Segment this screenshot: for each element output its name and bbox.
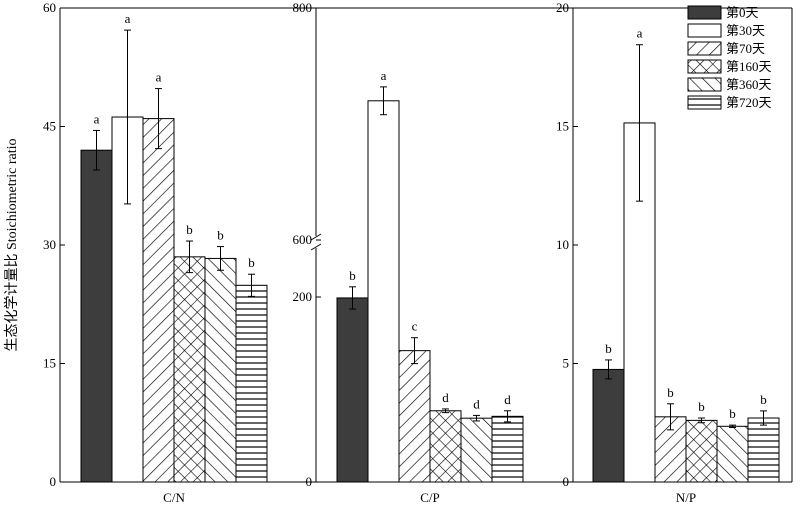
panel-c-p: bacddd0200600800C/P <box>293 0 524 505</box>
y-tick-label: 15 <box>556 119 569 134</box>
significance-letter: d <box>504 392 511 407</box>
significance-letter: b <box>698 399 705 414</box>
y-tick-label: 15 <box>43 356 56 371</box>
bar-crosshatch <box>173 256 206 483</box>
significance-letter: b <box>217 228 224 243</box>
legend-label: 第0天 <box>726 5 759 20</box>
significance-letter: c <box>412 319 418 334</box>
bar-white <box>367 100 400 483</box>
significance-letter: a <box>381 68 387 83</box>
legend-swatch-diagonal-forward <box>687 41 722 56</box>
category-label: N/P <box>676 490 696 505</box>
bar-solid-dark <box>592 368 625 483</box>
y-tick-label: 0 <box>50 474 57 489</box>
significance-letter: a <box>156 70 162 85</box>
significance-letter: b <box>667 385 674 400</box>
y-tick-label: 5 <box>563 356 570 371</box>
significance-letter: a <box>125 11 131 26</box>
bar-diagonal-back <box>204 257 237 483</box>
y-tick-label: 10 <box>556 237 569 252</box>
axis-break-mark <box>310 233 322 241</box>
legend-label: 第360天 <box>726 77 772 92</box>
significance-letter: b <box>349 268 356 283</box>
y-tick-label: 200 <box>293 289 313 304</box>
bar-crosshatch <box>429 410 462 483</box>
significance-letter: b <box>186 222 193 237</box>
bar-diagonal-back <box>460 417 493 483</box>
bar-horizontal <box>747 417 780 483</box>
significance-letter: d <box>442 390 449 405</box>
legend-swatch-crosshatch <box>687 59 722 74</box>
category-label: C/P <box>420 490 440 505</box>
panel-n-p: babbbb05101520N/P <box>556 0 780 505</box>
y-tick-label: 30 <box>43 237 56 252</box>
legend-swatch-diagonal-back <box>687 77 722 92</box>
bar-horizontal <box>235 284 268 483</box>
bar-diagonal-forward <box>142 118 175 483</box>
bar-solid-dark <box>336 297 369 483</box>
legend-swatch-solid-dark <box>687 5 722 20</box>
legend-label: 第160天 <box>726 59 772 74</box>
significance-letter: d <box>473 396 480 411</box>
legend-label: 第720天 <box>726 95 772 110</box>
axis-break-mark <box>310 243 322 251</box>
chart-panels: aaabbb015304560C/Nbacddd0200600800C/Pbab… <box>43 0 793 505</box>
category-label: C/N <box>163 490 185 505</box>
significance-letter: a <box>94 111 100 126</box>
panel-c-n: a a a b b b 0 15 30 45 60 C/N <box>43 0 268 505</box>
legend-swatch-white <box>687 23 722 38</box>
legend-swatch-horizontal <box>687 95 722 110</box>
significance-letter: b <box>605 341 612 356</box>
bar-horizontal <box>491 415 524 483</box>
bar-solid-dark <box>80 149 113 483</box>
legend-label: 第70天 <box>726 41 765 56</box>
y-tick-label: 45 <box>43 119 56 134</box>
legend-label: 第30天 <box>726 23 765 38</box>
significance-letter: b <box>760 392 767 407</box>
bar-diagonal-forward <box>398 350 431 483</box>
bar-diagonal-back <box>716 425 749 483</box>
y-axis-label: 生态化学计量比 Stoichiometric ratio <box>4 138 20 351</box>
y-tick-label: 600 <box>293 232 313 247</box>
significance-letter: b <box>248 255 255 270</box>
bar-crosshatch <box>685 419 718 483</box>
significance-letter: a <box>637 26 643 41</box>
y-tick-label: 60 <box>43 0 56 15</box>
significance-letter: b <box>729 406 736 421</box>
